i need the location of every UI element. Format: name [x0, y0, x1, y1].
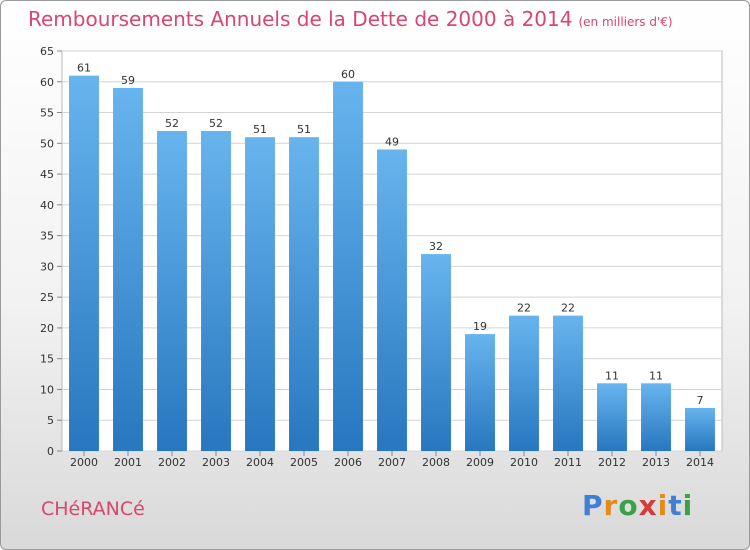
bar-2004: [245, 137, 275, 451]
x-tick-label-2001: 2001: [114, 456, 142, 469]
data-label-2014: 7: [697, 394, 704, 407]
x-tick-label-2013: 2013: [642, 456, 670, 469]
data-label-2012: 11: [605, 369, 619, 382]
data-label-2001: 59: [121, 74, 135, 87]
y-tick-label: 35: [40, 230, 54, 243]
x-tick-label-2006: 2006: [334, 456, 362, 469]
data-label-2000: 61: [77, 62, 91, 75]
data-label-2006: 60: [341, 68, 355, 81]
y-tick-label: 10: [40, 383, 54, 396]
y-tick-label: 30: [40, 260, 54, 273]
bar-2010: [509, 315, 539, 451]
data-label-2008: 32: [429, 240, 443, 253]
data-label-2005: 51: [297, 123, 311, 136]
data-label-2010: 22: [517, 302, 531, 315]
y-tick-label: 60: [40, 76, 54, 89]
x-tick-label-2004: 2004: [246, 456, 274, 469]
y-tick-label: 40: [40, 199, 54, 212]
y-tick-label: 55: [40, 107, 54, 120]
x-tick-label-2009: 2009: [466, 456, 494, 469]
x-axis: 2000 2001 2002 2003 2004 2005 2006 2007 2008 2009…: [70, 451, 714, 469]
data-label-2011: 22: [561, 302, 575, 315]
brand-logo: Proxiti: [582, 489, 693, 522]
x-tick-label-2000: 2000: [70, 456, 98, 469]
data-label-2003: 52: [209, 117, 223, 130]
bar-2000: [69, 75, 99, 451]
x-tick-label-2003: 2003: [202, 456, 230, 469]
y-axis: 0 5 10 15 20 25 30 35 40 45 50 55 60 65: [40, 45, 62, 458]
bar-2005: [289, 137, 319, 451]
data-label-2009: 19: [473, 320, 487, 333]
data-label-2013: 11: [649, 369, 663, 382]
brand-letter: o: [618, 489, 639, 522]
bar-2012: [597, 383, 627, 451]
bar-2006: [333, 81, 363, 452]
brand-letter: P: [582, 489, 604, 522]
y-tick-label: 65: [40, 45, 54, 58]
brand-letter: i: [682, 489, 694, 522]
x-tick-label-2014: 2014: [686, 456, 714, 469]
bar-2013: [641, 383, 671, 451]
x-tick-label-2011: 2011: [554, 456, 582, 469]
x-tick-label-2007: 2007: [378, 456, 406, 469]
brand-letter: x: [638, 489, 658, 522]
brand-letter: t: [668, 489, 683, 522]
data-label-2007: 49: [385, 135, 399, 148]
x-tick-label-2012: 2012: [598, 456, 626, 469]
bar-2007: [377, 149, 407, 451]
x-tick-label-2005: 2005: [290, 456, 318, 469]
chart-title: Remboursements Annuels de la Dette de 20…: [28, 7, 673, 31]
y-tick-label: 25: [40, 291, 54, 304]
x-tick-label-2008: 2008: [422, 456, 450, 469]
data-label-2002: 52: [165, 117, 179, 130]
bar-2008: [421, 254, 451, 451]
brand-letter: r: [603, 489, 619, 522]
bar-2002: [157, 131, 187, 451]
y-tick-label: 20: [40, 322, 54, 335]
bar-2003: [201, 131, 231, 451]
y-tick-label: 50: [40, 137, 54, 150]
brand-letter: i: [657, 489, 669, 522]
unit-note: (en milliers d'€): [578, 15, 673, 29]
bar-2014: [685, 407, 715, 451]
bars: 61 59 52 52 51 51 60 49 32 19 22 22 11 11 7: [69, 62, 715, 452]
data-label-2004: 51: [253, 123, 267, 136]
y-tick-label: 15: [40, 353, 54, 366]
commune-name: CHéRANCé: [41, 498, 145, 520]
bar-2001: [113, 87, 143, 451]
bar-2011: [553, 315, 583, 451]
y-tick-label: 45: [40, 168, 54, 181]
y-tick-label: 5: [47, 414, 54, 427]
bar-2009: [465, 334, 495, 451]
x-tick-label-2002: 2002: [158, 456, 186, 469]
x-tick-label-2010: 2010: [510, 456, 538, 469]
y-tick-label: 0: [47, 445, 54, 458]
chart-title-text: Remboursements Annuels de la Dette de 20…: [28, 7, 573, 31]
